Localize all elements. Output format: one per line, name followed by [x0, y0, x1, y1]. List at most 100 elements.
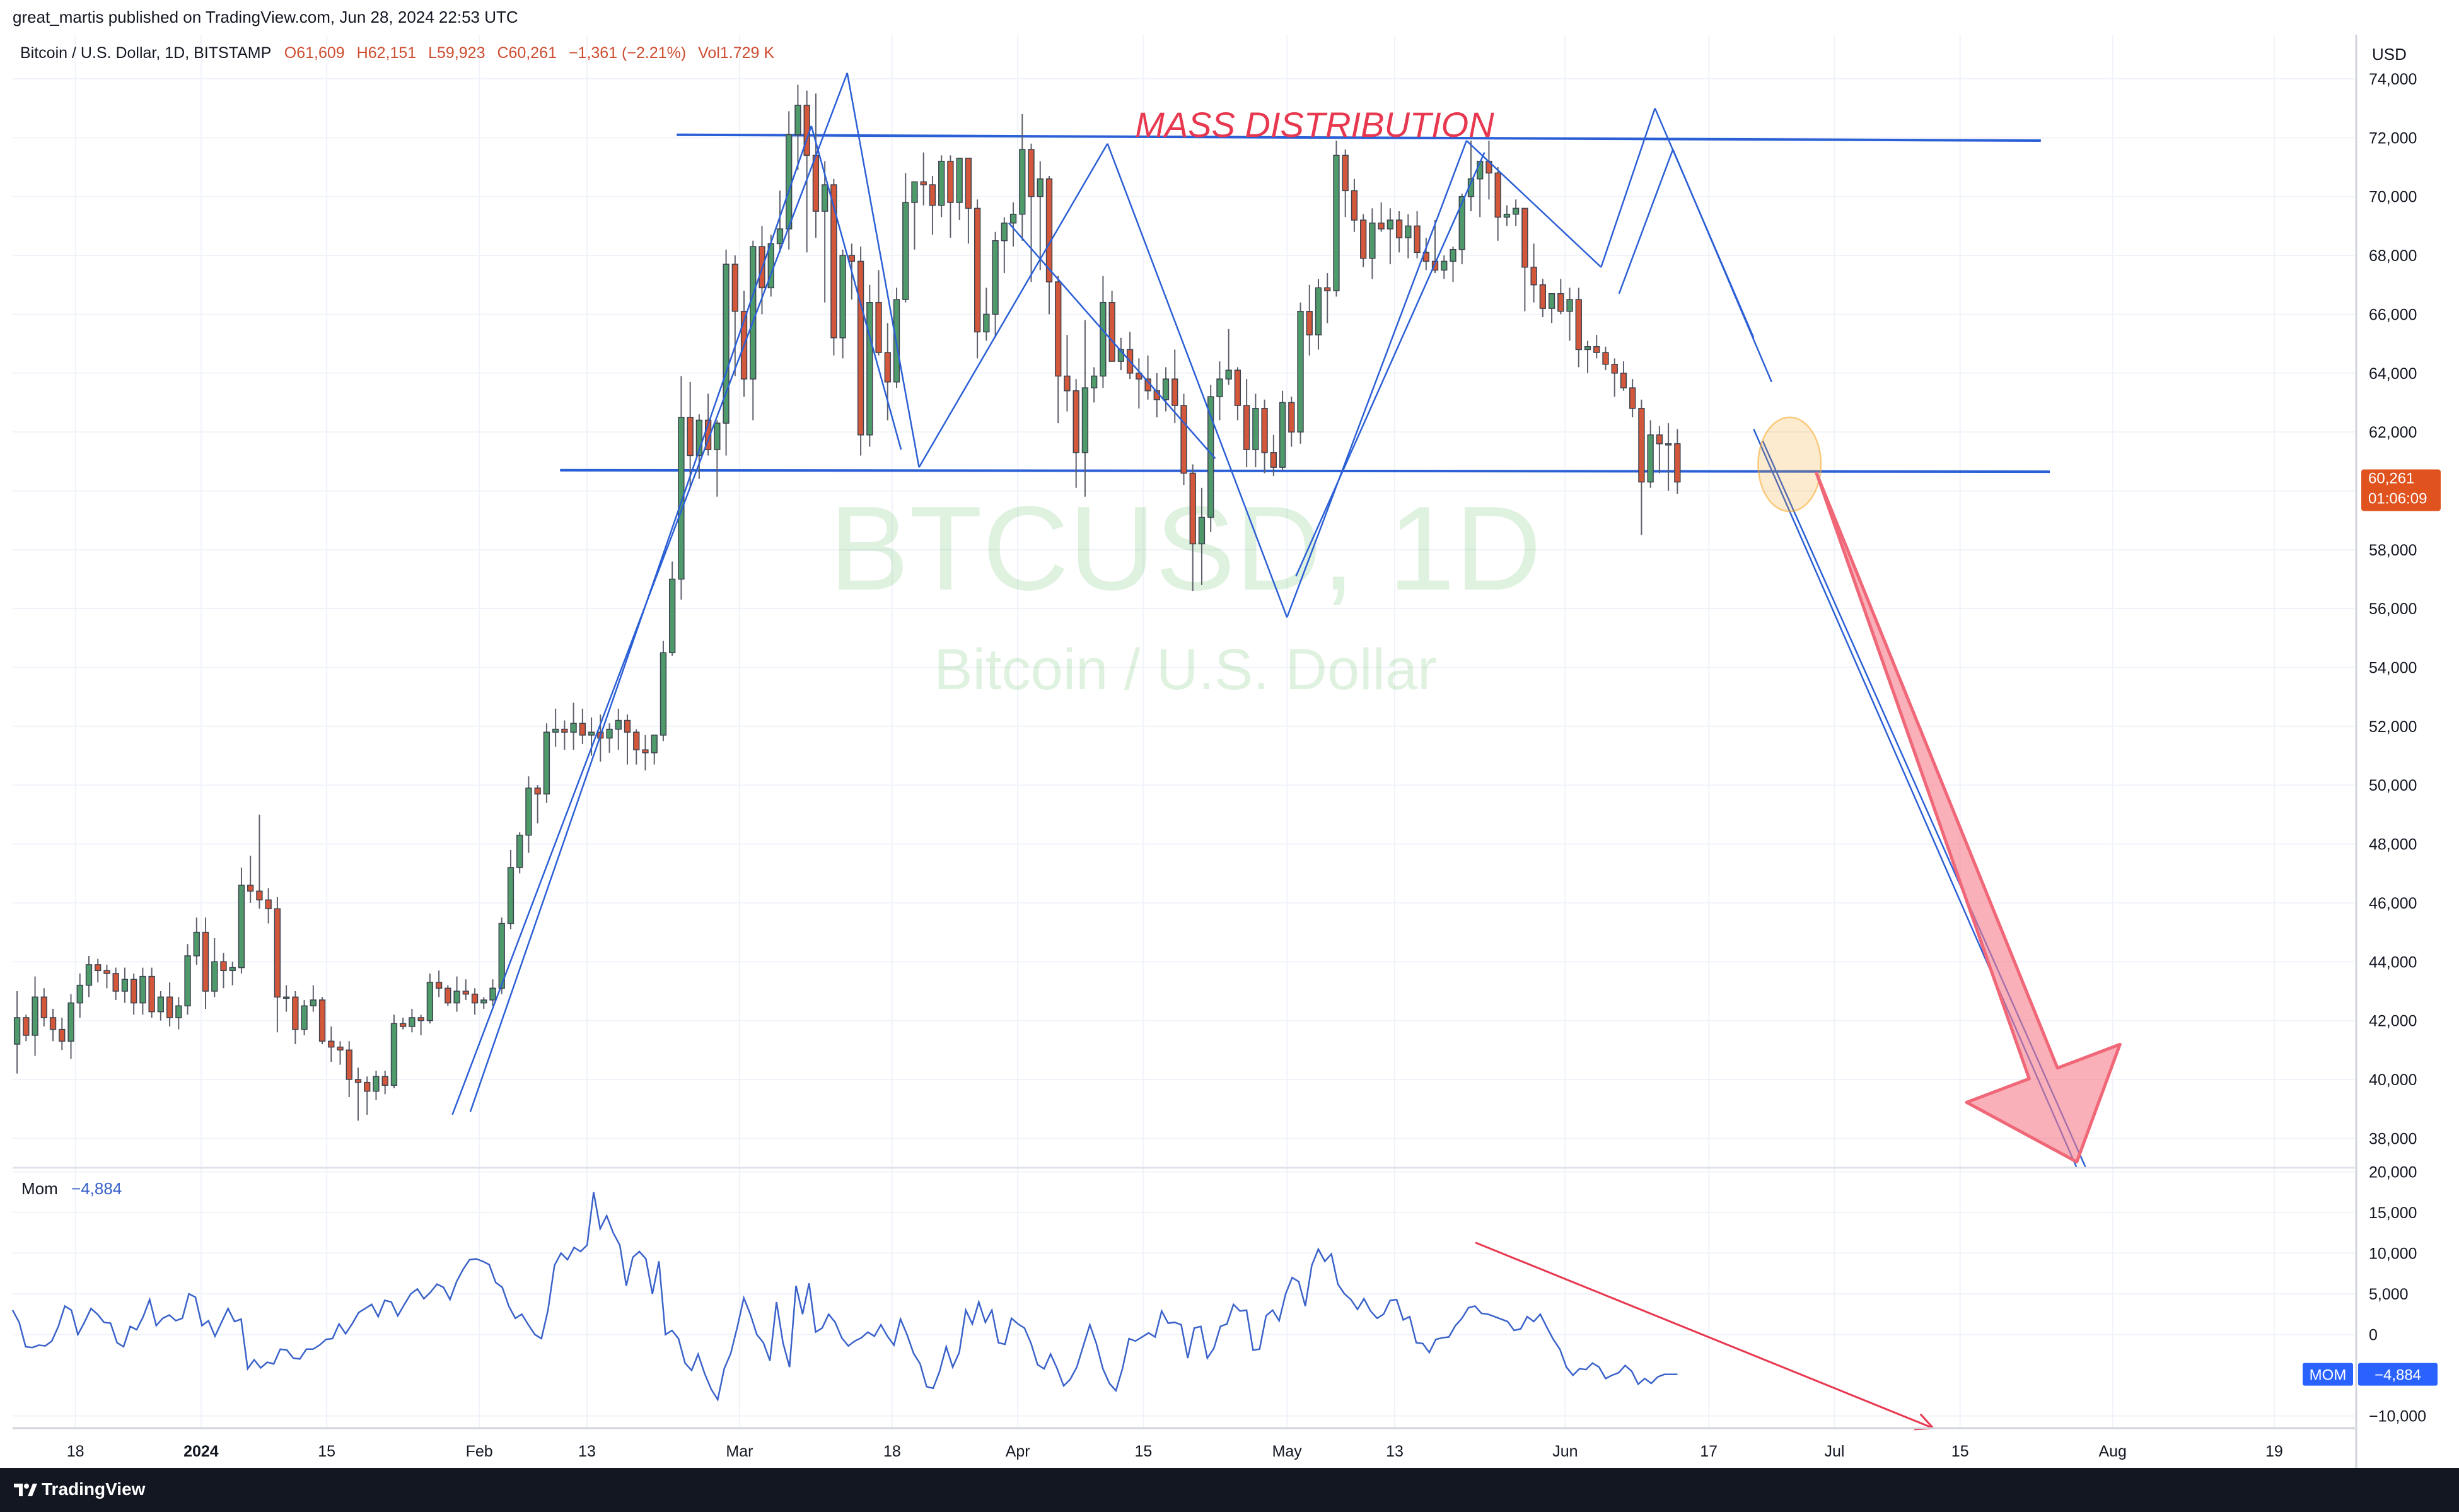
- momentum-legend-label: Mom: [21, 1179, 58, 1198]
- legend-change: −1,361 (−2.21%): [569, 44, 686, 62]
- candle: [220, 953, 227, 989]
- candle: [965, 158, 972, 244]
- candle: [409, 1008, 416, 1033]
- candle: [364, 1076, 371, 1115]
- candle: [49, 1008, 57, 1042]
- candle: [507, 849, 514, 929]
- time-tick-label: 15: [1951, 1443, 1969, 1460]
- candle: [1216, 361, 1223, 421]
- candle: [435, 970, 443, 997]
- svg-text:Bitcoin / U.S. Dollar, 1D, BIT: Bitcoin / U.S. Dollar, 1D, BITSTAMP O61,…: [20, 44, 774, 62]
- candle: [1324, 273, 1331, 323]
- momentum-tick-label: 0: [2369, 1327, 2378, 1344]
- candle: [76, 973, 83, 1018]
- candle: [974, 199, 981, 359]
- momentum-tick-label: 20,000: [2369, 1163, 2417, 1181]
- candle: [929, 176, 936, 235]
- candle: [229, 962, 236, 986]
- candle: [1647, 420, 1654, 488]
- channel-line: [1618, 149, 1674, 294]
- candle: [920, 152, 927, 206]
- candle: [1234, 367, 1241, 421]
- candle: [1548, 293, 1555, 323]
- candle: [373, 1070, 380, 1100]
- candle: [318, 997, 326, 1044]
- candle: [1494, 167, 1501, 241]
- candle: [1162, 367, 1170, 412]
- momentum-value-tag[interactable]: MOM −4,884: [2303, 1363, 2438, 1386]
- candle: [893, 288, 900, 388]
- attribution-bar: great_martis published on TradingView.co…: [0, 0, 2459, 35]
- projection-arrow: [1815, 472, 2122, 1164]
- candle: [445, 985, 451, 1006]
- candle: [633, 729, 640, 765]
- candle: [821, 161, 828, 303]
- candle: [23, 1015, 30, 1042]
- candle: [1252, 393, 1259, 468]
- candle: [1108, 291, 1115, 362]
- momentum-legend: Mom −4,884: [21, 1179, 122, 1198]
- legend-high: H62,151: [357, 44, 417, 62]
- candle: [400, 1017, 407, 1030]
- time-tick-label: Aug: [2098, 1443, 2126, 1460]
- candle: [1593, 335, 1600, 359]
- candle: [148, 967, 155, 1018]
- time-axis[interactable]: 18 2024 15 Feb 13 Mar 18 Apr 15 May 13 Jun 17 Jul 15 Au…: [67, 1443, 2283, 1460]
- candle: [202, 917, 209, 1009]
- candle: [103, 964, 110, 989]
- time-tick-label: 19: [2265, 1443, 2283, 1460]
- price-tick-label: 44,000: [2369, 953, 2417, 971]
- channel-line: [1286, 140, 1468, 618]
- watermark-symbol: BTCUSD, 1D: [829, 482, 1542, 615]
- channel-line: [1107, 143, 1288, 618]
- candle: [534, 785, 541, 823]
- candle: [1512, 199, 1520, 226]
- candle: [1450, 247, 1456, 282]
- channel-line: [810, 125, 902, 450]
- time-tick-label: 18: [67, 1443, 84, 1460]
- time-tick-label: Jul: [1824, 1443, 1844, 1460]
- candle: [1342, 149, 1349, 218]
- momentum-tag-label: MOM: [2310, 1367, 2347, 1384]
- candle: [498, 917, 505, 994]
- candle: [40, 988, 47, 1026]
- candle: [337, 1041, 344, 1065]
- candle: [1207, 385, 1214, 532]
- candle: [1539, 279, 1547, 318]
- candle: [1091, 367, 1098, 403]
- candle: [1584, 340, 1591, 373]
- candle: [85, 955, 93, 997]
- candle: [1028, 143, 1035, 282]
- candle: [642, 735, 649, 771]
- svg-text:Mom −4,884: Mom −4,884: [21, 1179, 122, 1198]
- last-price-countdown: 01:06:09: [2368, 490, 2427, 507]
- last-price-tag[interactable]: 60,261 01:06:09: [2361, 469, 2441, 511]
- price-tick-label: 70,000: [2369, 189, 2417, 206]
- time-tick-label: Apr: [1006, 1443, 1030, 1460]
- chart-svg[interactable]: BTCUSD, 1D Bitcoin / U.S. Dollar MASS DI…: [0, 0, 2459, 1468]
- channel-line: [1600, 108, 1656, 268]
- candle: [166, 982, 173, 1026]
- time-tick-label: 18: [883, 1443, 901, 1460]
- candle: [1566, 288, 1573, 341]
- candle: [175, 997, 182, 1030]
- candle: [1037, 161, 1043, 270]
- candle: [1081, 320, 1089, 497]
- price-tick-label: 48,000: [2369, 836, 2417, 854]
- candle: [1297, 302, 1304, 444]
- candle: [471, 988, 479, 1015]
- price-tick-label: 58,000: [2369, 542, 2417, 559]
- price-tick-label: 56,000: [2369, 600, 2417, 618]
- candle: [1171, 349, 1178, 424]
- candles: [13, 84, 1681, 1121]
- highlight-ellipse: [1757, 416, 1822, 513]
- levels: [560, 133, 2050, 474]
- price-axis[interactable]: 38,000 40,000 42,000 44,000 46,000 48,000 50,0…: [2369, 71, 2426, 1426]
- candle: [1100, 276, 1107, 388]
- candle: [112, 967, 119, 1000]
- tradingview-logo-icon[interactable]: [13, 1482, 38, 1497]
- momentum-tick-label: 15,000: [2369, 1204, 2417, 1222]
- candle: [1602, 346, 1609, 371]
- time-tick-label: May: [1272, 1443, 1303, 1460]
- candle: [462, 979, 469, 1000]
